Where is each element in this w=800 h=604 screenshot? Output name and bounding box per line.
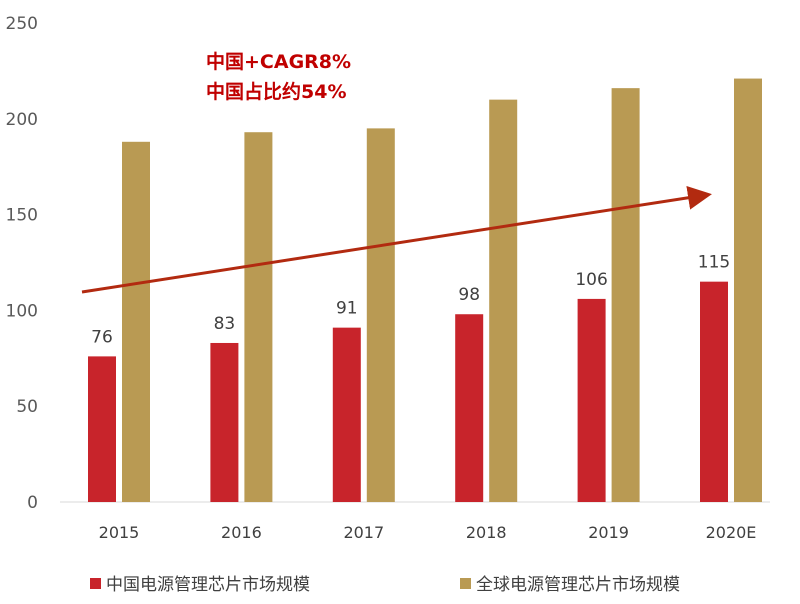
bar-china-2015 [88, 356, 116, 502]
annotation-cagr: 中国+CAGR8% [206, 50, 351, 73]
x-tick-label: 2016 [221, 523, 262, 542]
bar-china-2020E [700, 281, 728, 502]
data-label: 98 [458, 285, 480, 305]
legend-swatch-global [460, 578, 471, 589]
y-tick-label: 50 [16, 397, 38, 417]
bar-china-2019 [577, 298, 606, 502]
y-tick-label: 200 [6, 110, 38, 130]
data-label: 76 [91, 327, 113, 347]
x-tick-label: 2015 [99, 523, 140, 542]
bar-global-2018 [489, 99, 518, 502]
data-label: 83 [214, 314, 236, 334]
bar-global-2019 [611, 88, 640, 503]
bar-china-2018 [455, 314, 484, 502]
trend-arrow [81, 185, 712, 294]
x-tick-label: 2019 [588, 523, 629, 542]
y-tick-label: 0 [27, 493, 38, 513]
data-label: 91 [336, 299, 358, 319]
bar-global-2016 [244, 132, 273, 502]
annotation-share: 中国占比约54% [206, 80, 346, 103]
legend-label-global: 全球电源管理芯片市场规模 [476, 575, 680, 595]
y-tick-label: 100 [6, 301, 38, 321]
bar-china-2016 [210, 342, 239, 502]
legend-label-china: 中国电源管理芯片市场规模 [106, 575, 310, 595]
data-label: 115 [698, 253, 730, 273]
bar-global-2020E [734, 78, 762, 503]
bar-global-2017 [366, 128, 395, 502]
x-tick-label: 2020E [706, 523, 757, 542]
y-tick-label: 150 [6, 206, 38, 226]
data-label: 106 [575, 270, 607, 290]
bar-global-2015 [122, 141, 150, 503]
y-tick-label: 250 [6, 14, 38, 34]
x-tick-label: 2018 [466, 523, 507, 542]
bar-china-2017 [332, 327, 361, 502]
legend-swatch-china [90, 578, 101, 589]
x-tick-label: 2017 [343, 523, 384, 542]
